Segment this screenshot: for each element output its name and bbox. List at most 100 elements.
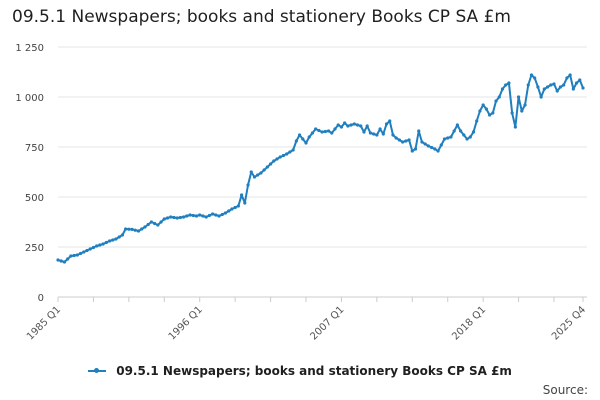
data-point[interactable] <box>223 211 228 215</box>
data-point[interactable] <box>439 143 443 147</box>
data-point[interactable] <box>368 131 373 135</box>
data-point[interactable] <box>236 204 240 208</box>
data-point[interactable] <box>281 153 286 158</box>
data-point[interactable] <box>88 247 92 251</box>
data-point[interactable] <box>214 213 218 217</box>
data-point[interactable] <box>294 139 298 143</box>
data-point[interactable] <box>562 83 566 87</box>
data-point[interactable] <box>491 111 495 115</box>
data-point[interactable] <box>291 148 295 152</box>
data-point[interactable] <box>288 150 292 154</box>
data-point[interactable] <box>233 205 237 210</box>
data-point[interactable] <box>301 137 305 141</box>
data-point[interactable] <box>468 135 472 139</box>
data-point[interactable] <box>336 123 340 127</box>
data-point[interactable] <box>555 89 559 93</box>
data-point[interactable] <box>510 111 514 115</box>
data-point[interactable] <box>297 133 302 137</box>
data-point[interactable] <box>159 220 163 224</box>
data-point[interactable] <box>66 257 70 261</box>
data-point[interactable] <box>465 137 469 141</box>
data-point[interactable] <box>120 233 125 237</box>
data-point[interactable] <box>111 238 115 242</box>
data-point[interactable] <box>217 214 221 218</box>
data-point[interactable] <box>417 129 421 133</box>
data-point[interactable] <box>165 216 170 220</box>
data-point[interactable] <box>539 95 543 99</box>
data-point[interactable] <box>211 212 215 216</box>
data-point[interactable] <box>352 122 356 126</box>
data-point[interactable] <box>124 227 128 231</box>
data-point[interactable] <box>127 227 131 231</box>
data-point[interactable] <box>568 73 572 77</box>
data-point[interactable] <box>533 76 537 80</box>
data-point[interactable] <box>430 145 434 150</box>
data-point[interactable] <box>343 121 347 125</box>
data-point[interactable] <box>278 155 282 159</box>
data-point[interactable] <box>346 124 350 128</box>
data-point[interactable] <box>455 123 459 127</box>
data-point[interactable] <box>526 83 530 87</box>
data-point[interactable] <box>194 214 199 218</box>
data-point[interactable] <box>72 253 76 258</box>
data-point[interactable] <box>162 217 166 221</box>
data-point[interactable] <box>114 237 118 241</box>
data-point[interactable] <box>394 136 398 140</box>
data-point[interactable] <box>198 213 202 217</box>
data-point[interactable] <box>310 131 315 135</box>
data-point[interactable] <box>75 253 79 257</box>
data-point[interactable] <box>259 171 263 175</box>
legend[interactable]: 09.5.1 Newspapers; books and stationery … <box>0 364 600 378</box>
data-point[interactable] <box>488 113 492 117</box>
data-point[interactable] <box>326 129 331 133</box>
data-point[interactable] <box>581 86 585 90</box>
data-point[interactable] <box>307 135 311 139</box>
data-point[interactable] <box>459 129 463 133</box>
data-point[interactable] <box>420 140 424 144</box>
data-point[interactable] <box>571 87 575 91</box>
data-point[interactable] <box>578 78 582 82</box>
data-point[interactable] <box>323 129 327 134</box>
data-point[interactable] <box>529 73 534 77</box>
data-point[interactable] <box>85 248 89 253</box>
data-point[interactable] <box>449 135 453 139</box>
data-point[interactable] <box>372 132 376 136</box>
data-point[interactable] <box>330 131 334 135</box>
data-point[interactable] <box>507 81 511 85</box>
data-point[interactable] <box>246 183 250 187</box>
data-point[interactable] <box>104 240 108 245</box>
data-point[interactable] <box>230 207 234 211</box>
data-point[interactable] <box>320 130 324 134</box>
data-point[interactable] <box>423 142 427 146</box>
data-point[interactable] <box>552 82 556 86</box>
data-point[interactable] <box>175 216 179 220</box>
data-point[interactable] <box>101 242 105 246</box>
data-point[interactable] <box>98 243 102 247</box>
data-point[interactable] <box>549 83 553 87</box>
data-point[interactable] <box>542 87 546 91</box>
data-point[interactable] <box>153 221 157 226</box>
data-point[interactable] <box>404 139 408 143</box>
data-point[interactable] <box>185 214 189 218</box>
data-point[interactable] <box>339 125 344 129</box>
data-point[interactable] <box>262 168 266 172</box>
data-point[interactable] <box>497 95 501 99</box>
data-point[interactable] <box>500 87 505 91</box>
data-point[interactable] <box>349 123 353 127</box>
data-point[interactable] <box>178 215 182 220</box>
data-point[interactable] <box>182 215 186 219</box>
data-point[interactable] <box>574 81 579 85</box>
data-point[interactable] <box>256 173 260 177</box>
data-point[interactable] <box>545 85 550 89</box>
data-point[interactable] <box>143 225 147 229</box>
data-point[interactable] <box>333 127 337 131</box>
data-point[interactable] <box>272 159 276 163</box>
data-point[interactable] <box>207 213 211 218</box>
data-point[interactable] <box>95 244 99 248</box>
data-point[interactable] <box>130 227 134 231</box>
data-point[interactable] <box>201 214 205 218</box>
data-point[interactable] <box>413 147 418 151</box>
data-point[interactable] <box>410 149 414 153</box>
data-point[interactable] <box>375 133 379 137</box>
data-point[interactable] <box>243 201 247 205</box>
